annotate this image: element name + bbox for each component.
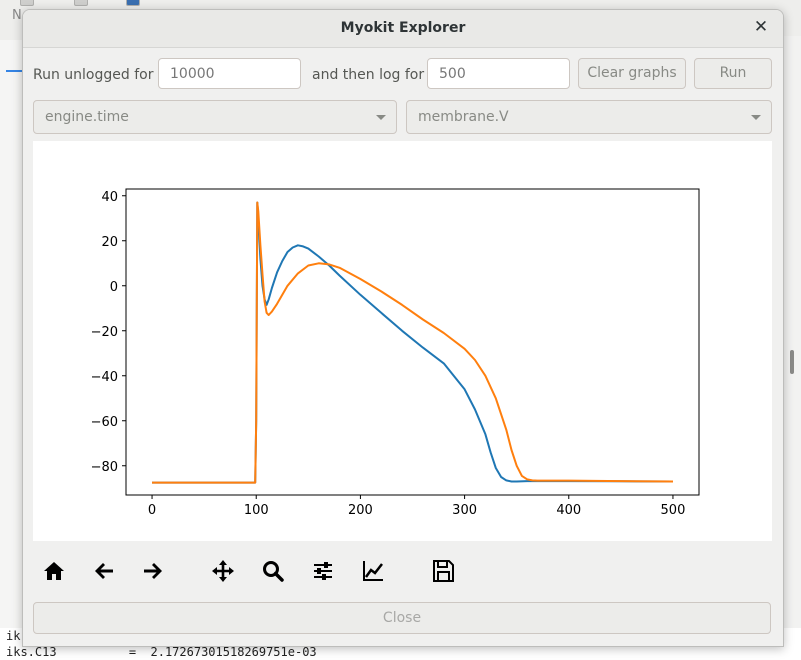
y-tick-label: −80 xyxy=(91,460,118,475)
close-button[interactable]: Close xyxy=(33,602,771,634)
x-tick-label: 100 xyxy=(244,503,269,518)
y-variable-select[interactable]: membrane.V xyxy=(406,100,772,134)
series-line-2 xyxy=(152,201,674,484)
y-variable-value: membrane.V xyxy=(418,109,509,125)
x-tick-label: 200 xyxy=(348,503,373,518)
plot-toolbar xyxy=(33,553,772,589)
dialog-title: Myokit Explorer xyxy=(340,20,466,36)
y-tick-label: 20 xyxy=(101,235,118,250)
log-for-label: and then log for xyxy=(312,67,425,83)
y-tick-label: −20 xyxy=(91,325,118,340)
series-line-1 xyxy=(152,201,674,484)
x-tick-label: 300 xyxy=(452,503,477,518)
chevron-down-icon xyxy=(751,115,761,120)
background-scrollbar[interactable] xyxy=(782,36,801,636)
zoom-icon[interactable] xyxy=(260,558,286,584)
back-arrow-icon[interactable] xyxy=(91,558,117,584)
background-button-stub xyxy=(74,0,88,6)
y-tick-label: 0 xyxy=(110,280,118,295)
chevron-down-icon xyxy=(376,115,386,120)
axes-edit-icon[interactable] xyxy=(360,558,386,584)
background-blue-stub xyxy=(126,0,140,6)
y-tick-label: −60 xyxy=(91,415,118,430)
background-label: N xyxy=(12,8,22,23)
log-for-input[interactable]: 500 xyxy=(427,58,570,89)
axes-frame xyxy=(125,188,700,496)
background-tab-indicator xyxy=(6,70,22,72)
close-icon[interactable]: ✕ xyxy=(753,17,769,37)
run-unlogged-input[interactable]: 10000 xyxy=(158,58,301,89)
background-scrollbar-thumb[interactable] xyxy=(790,350,794,374)
dialog-titlebar[interactable]: Myokit Explorer ✕ xyxy=(23,10,783,48)
x-tick-label: 400 xyxy=(556,503,581,518)
plot-canvas[interactable]: 0 100 200 300 400 500 40 20 0 −20 −40 −60 −80 xyxy=(33,141,772,541)
pan-icon[interactable] xyxy=(210,558,236,584)
subplots-icon[interactable] xyxy=(310,558,336,584)
x-tick-label: 0 xyxy=(148,503,156,518)
x-tick-label: 500 xyxy=(661,503,686,518)
forward-arrow-icon[interactable] xyxy=(140,558,166,584)
code-line: iks.C13 = 2.17267301518269751e-03 xyxy=(6,645,317,659)
explorer-dialog: Myokit Explorer ✕ Run unlogged for 10000… xyxy=(22,9,784,647)
clear-graphs-button[interactable]: Clear graphs xyxy=(578,58,686,89)
y-tick-label: 40 xyxy=(101,190,118,205)
home-icon[interactable] xyxy=(41,558,67,584)
y-tick-label: −40 xyxy=(91,370,118,385)
run-unlogged-label: Run unlogged for xyxy=(33,67,154,83)
x-variable-select[interactable]: engine.time xyxy=(33,100,397,134)
x-variable-value: engine.time xyxy=(45,109,129,125)
run-button[interactable]: Run xyxy=(694,58,772,89)
background-checkbox-stub xyxy=(20,0,34,6)
code-line: ik xyxy=(6,629,21,643)
save-icon[interactable] xyxy=(430,558,456,584)
